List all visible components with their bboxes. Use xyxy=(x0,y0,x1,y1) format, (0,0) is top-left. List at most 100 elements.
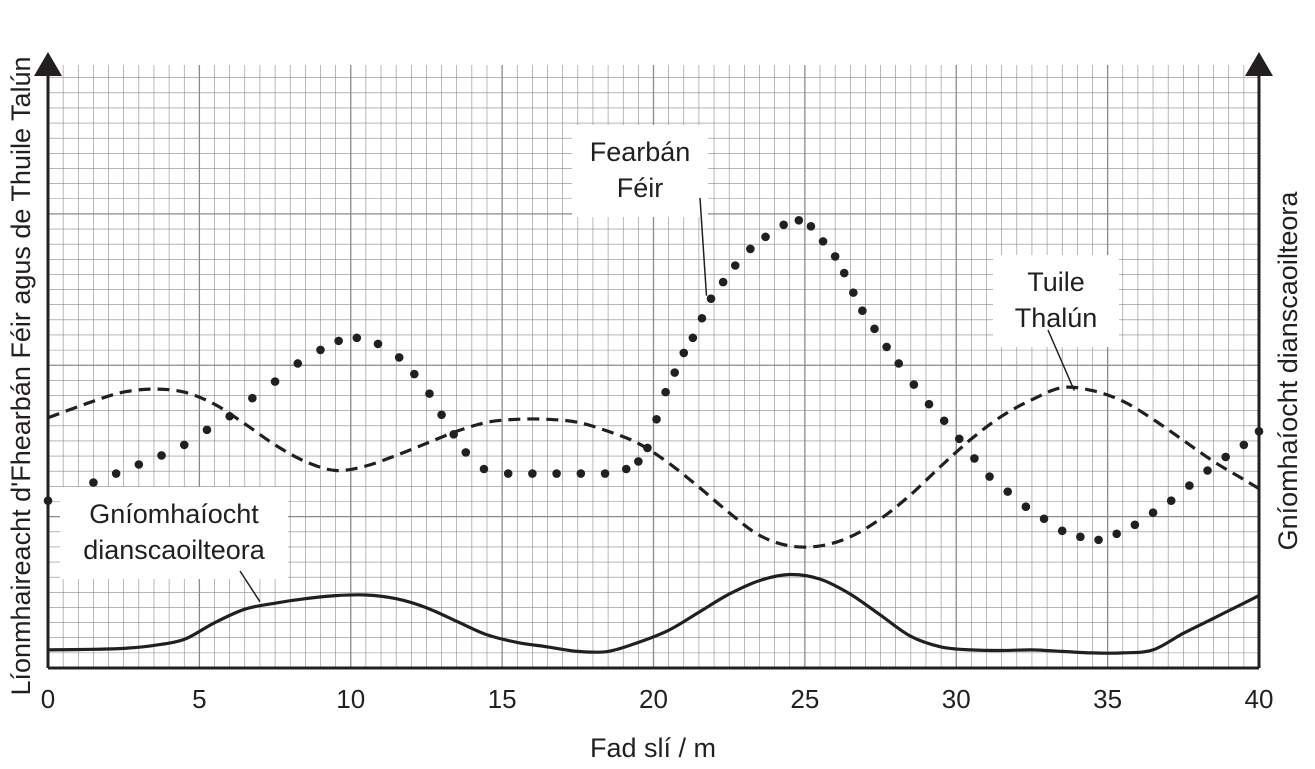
x-tick-label: 25 xyxy=(790,684,819,714)
data-point xyxy=(1076,532,1085,542)
data-point xyxy=(111,469,121,478)
data-point xyxy=(924,399,934,409)
data-point xyxy=(461,448,471,457)
data-point xyxy=(1112,529,1122,539)
data-point xyxy=(1239,440,1249,450)
data-point xyxy=(394,353,404,362)
data-point xyxy=(706,294,716,303)
series-layer xyxy=(43,215,1264,655)
data-point xyxy=(503,469,513,478)
data-point xyxy=(248,393,257,403)
x-tick-label: 40 xyxy=(1245,684,1274,714)
annotation-text: dianscaoilteora xyxy=(83,535,266,565)
annotation-box xyxy=(572,125,708,217)
data-point xyxy=(730,261,740,270)
x-tick-labels: 0 5 10 15 20 25 30 35 40 xyxy=(41,684,1274,714)
data-point xyxy=(425,389,434,398)
data-point xyxy=(89,478,98,487)
data-point xyxy=(270,377,280,386)
x-tick-label: 0 xyxy=(41,684,55,714)
data-point xyxy=(1203,466,1212,475)
chart-frame xyxy=(34,52,1273,670)
data-point xyxy=(839,268,849,278)
data-point xyxy=(1130,520,1140,530)
data-point xyxy=(157,451,166,460)
data-point xyxy=(576,469,586,478)
right-y-axis-label: Gníomhaíocht dianscaoilteora xyxy=(1273,191,1303,551)
data-point xyxy=(316,345,325,355)
data-point xyxy=(870,324,879,334)
data-point xyxy=(779,220,788,230)
series-line xyxy=(47,385,1260,549)
data-point xyxy=(909,380,919,389)
data-point xyxy=(670,368,679,377)
data-point xyxy=(1021,502,1031,511)
data-point xyxy=(1166,496,1176,505)
x-tick-label: 35 xyxy=(1093,684,1122,714)
data-point xyxy=(1039,514,1049,524)
data-point xyxy=(1221,452,1230,462)
data-point xyxy=(179,440,189,450)
data-point xyxy=(818,237,828,246)
annotation-text: Gníomhaíocht xyxy=(89,499,259,529)
data-point xyxy=(552,469,561,478)
annotation-3: Gníomhaíocht dianscaoilteora xyxy=(60,487,288,603)
data-point xyxy=(1185,481,1194,490)
data-point xyxy=(373,339,383,349)
data-point xyxy=(688,333,698,343)
data-point xyxy=(679,348,689,358)
annotation-box xyxy=(993,255,1119,347)
data-point xyxy=(697,313,707,323)
x-tick-label: 10 xyxy=(336,684,365,714)
data-point xyxy=(1057,526,1067,536)
x-tick-label: 15 xyxy=(488,684,517,714)
left-y-axis-label: Líonmhaireacht d'Fhearbán Féir agus de T… xyxy=(6,56,36,695)
data-point xyxy=(1094,535,1103,545)
data-point xyxy=(202,425,212,435)
annotation-leader xyxy=(699,197,708,296)
data-point xyxy=(437,410,446,420)
annotation-text: Fearbán xyxy=(590,137,691,167)
series-fearban-feir xyxy=(43,215,1264,545)
x-axis-label: Fad slí / m xyxy=(590,733,716,763)
data-point xyxy=(634,457,643,466)
data-point xyxy=(761,232,770,242)
annotation-box xyxy=(60,487,288,579)
data-point xyxy=(479,464,489,474)
data-point xyxy=(970,454,979,463)
left-y-axis-arrow xyxy=(34,52,62,76)
data-point xyxy=(939,416,949,426)
data-point xyxy=(43,496,53,505)
annotation-text: Féir xyxy=(617,173,664,203)
data-point xyxy=(806,222,816,231)
data-point xyxy=(1148,508,1158,518)
data-point xyxy=(954,434,964,444)
data-point xyxy=(794,215,804,225)
data-point xyxy=(661,387,670,397)
annotation-leader xyxy=(239,570,261,603)
series-line xyxy=(47,572,1260,655)
data-point xyxy=(894,359,904,368)
annotation-text: Tuile xyxy=(1027,267,1085,297)
data-point xyxy=(1254,427,1264,436)
right-y-axis-arrow xyxy=(1245,52,1273,76)
series-gniomhaiocht-dianscaoilteora xyxy=(47,572,1260,655)
data-point xyxy=(600,469,610,478)
annotation-text: Thalún xyxy=(1015,303,1098,333)
data-point xyxy=(882,342,891,352)
annotation-leader xyxy=(1047,329,1076,391)
annotation-layer: Fearbán Féir Tuile Thalún Gníomhaíocht diansc… xyxy=(60,125,1119,603)
data-point xyxy=(830,252,840,261)
x-tick-label: 5 xyxy=(192,684,206,714)
data-point xyxy=(410,369,419,379)
data-point xyxy=(849,288,858,297)
series-tuile-thalun xyxy=(47,385,1260,549)
data-point xyxy=(652,414,661,424)
x-tick-label: 30 xyxy=(942,684,971,714)
data-point xyxy=(718,277,728,287)
data-point xyxy=(352,333,362,343)
data-point xyxy=(858,306,867,316)
data-point xyxy=(621,464,631,474)
annotation-2: Tuile Thalún xyxy=(993,255,1119,391)
